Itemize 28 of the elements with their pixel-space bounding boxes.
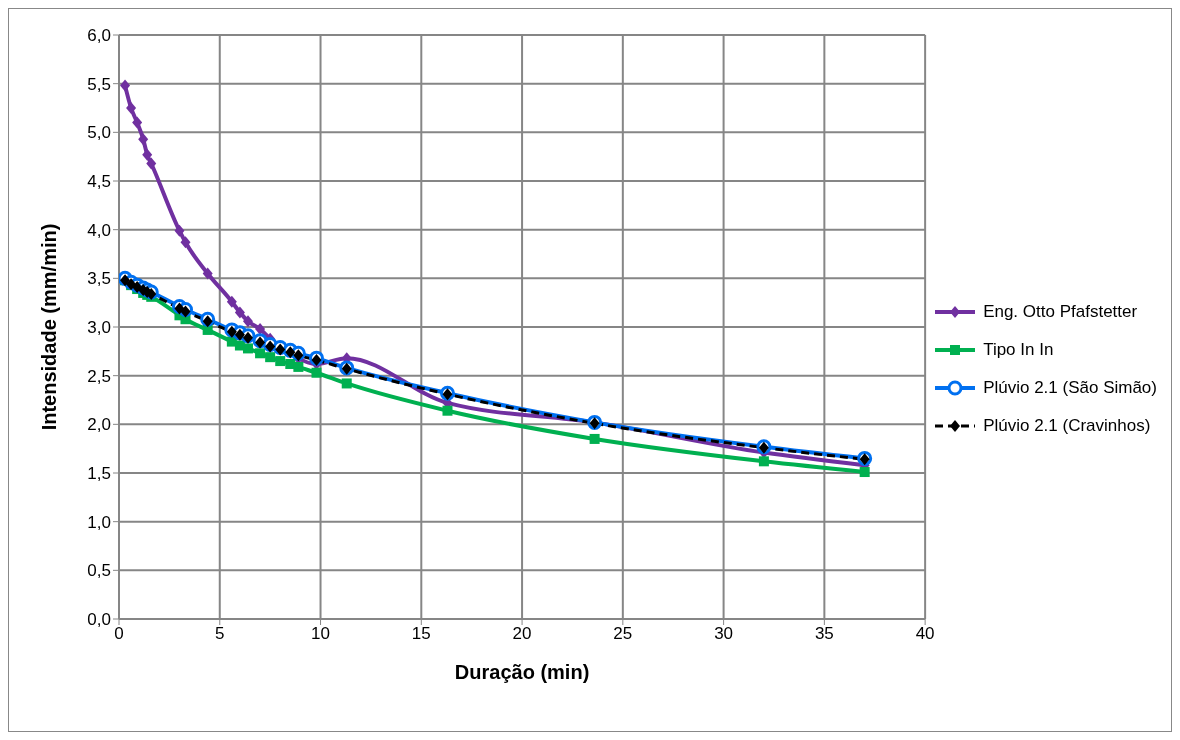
x-tick-label: 20 <box>512 624 532 644</box>
y-tick-label: 1,5 <box>87 464 111 484</box>
legend-label: Plúvio 2.1 (São Simão) <box>983 378 1157 398</box>
y-tick-label: 5,0 <box>87 123 111 143</box>
x-tick-label: 30 <box>714 624 734 644</box>
y-tick-label: 3,5 <box>87 269 111 289</box>
y-tick-label: 4,0 <box>87 220 111 240</box>
y-tick-label: 4,5 <box>87 172 111 192</box>
x-tick-label: 40 <box>915 624 935 644</box>
x-tick-label: 0 <box>114 624 124 644</box>
y-axis-title: Intensidade (mm/min) <box>38 223 61 431</box>
legend-label: Eng. Otto Pfafstetter <box>983 302 1138 322</box>
y-tick-label: 6,0 <box>87 26 111 46</box>
y-tick-label: 0,5 <box>87 561 111 581</box>
legend-label: Tipo In In <box>983 340 1054 360</box>
x-tick-label: 35 <box>814 624 834 644</box>
y-tick-label: 2,5 <box>87 366 111 386</box>
y-tick-label: 0,0 <box>87 610 111 630</box>
y-tick-label: 3,0 <box>87 318 111 338</box>
y-tick-label: 5,5 <box>87 74 111 94</box>
x-tick-label: 5 <box>215 624 225 644</box>
legend-label: Plúvio 2.1 (Cravinhos) <box>983 416 1151 436</box>
x-tick-label: 10 <box>311 624 330 644</box>
x-axis-title: Duração (min) <box>454 661 590 683</box>
y-tick-label: 1,0 <box>87 512 111 532</box>
x-tick-label: 25 <box>613 624 633 644</box>
y-tick-label: 2,0 <box>87 415 111 435</box>
x-tick-label: 15 <box>411 624 431 644</box>
